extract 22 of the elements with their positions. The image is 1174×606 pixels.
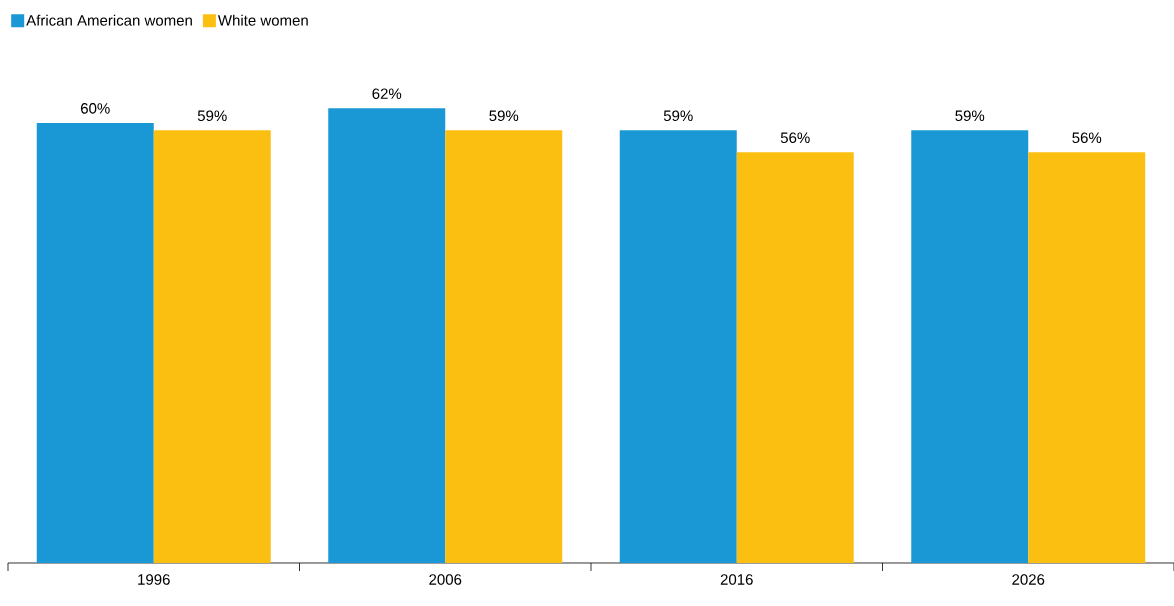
data-label: 60% <box>81 103 110 114</box>
data-label: 56% <box>780 132 810 144</box>
data-label: 62% <box>372 88 402 100</box>
data-label: 56% <box>1072 132 1102 144</box>
bar <box>445 130 563 563</box>
bar <box>736 152 854 563</box>
data-label: 59% <box>955 110 985 122</box>
bar <box>328 108 446 563</box>
legend-label: White women <box>217 14 308 26</box>
bar <box>36 122 154 563</box>
x-tick-label: 2026 <box>1012 574 1045 585</box>
x-tick-label: 1996 <box>138 574 170 585</box>
bar <box>911 130 1029 563</box>
data-label: 59% <box>663 110 693 122</box>
bar <box>619 130 737 563</box>
x-tick-label: 2006 <box>429 574 462 585</box>
data-label: 59% <box>489 110 519 122</box>
bar <box>153 130 271 563</box>
bar <box>1028 152 1146 563</box>
legend-label: African American women <box>26 14 192 26</box>
data-label: 59% <box>197 110 227 122</box>
x-tick-label: 2016 <box>720 574 753 585</box>
